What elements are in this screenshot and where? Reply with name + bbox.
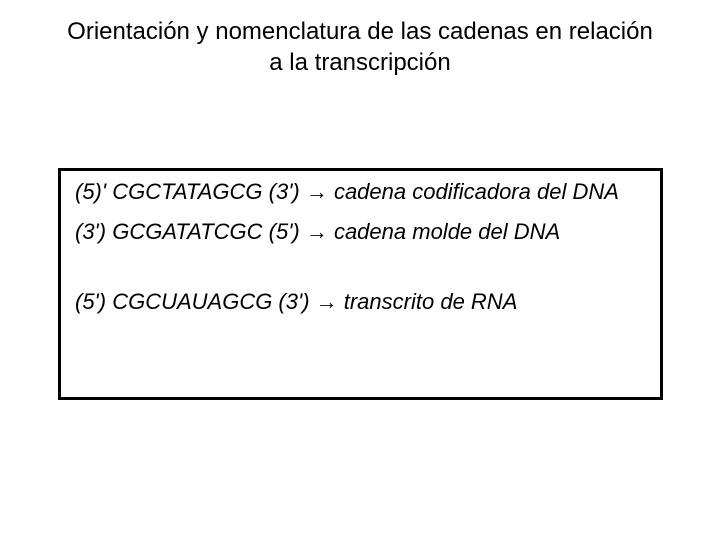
spacer	[75, 245, 646, 289]
rna-transcript-line: (5') CGCUAUAGCG (3') → transcrito de RNA	[75, 289, 646, 315]
sequence-box: (5)' CGCTATAGCG (3') → cadena codificado…	[58, 168, 663, 400]
coding-strand-line: (5)' CGCTATAGCG (3') → cadena codificado…	[75, 179, 646, 205]
slide-title: Orientación y nomenclatura de las cadena…	[0, 16, 720, 78]
template-strand-line: (3') GCGATATCGC (5') → cadena molde del …	[75, 219, 646, 245]
